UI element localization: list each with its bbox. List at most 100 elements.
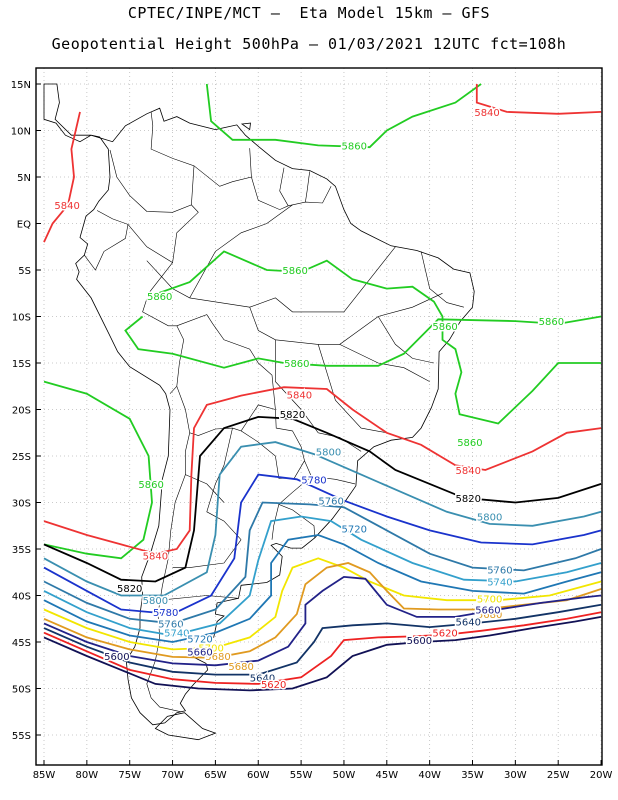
contour-label: 5620 xyxy=(261,680,286,691)
lat-tick-label: 5S xyxy=(18,266,31,277)
south-america-coastline xyxy=(43,83,475,726)
contour-label: 5820 xyxy=(455,494,480,505)
contour-label: 5720 xyxy=(187,634,212,645)
contour-label: 5740 xyxy=(164,629,189,640)
lon-tick-label: 20W xyxy=(590,770,613,781)
contour-label: 5860 xyxy=(282,266,307,277)
contour-5720 xyxy=(43,534,602,643)
contour-5860 xyxy=(43,380,153,560)
political-border xyxy=(279,167,289,206)
political-border xyxy=(159,595,239,601)
lon-tick-label: 40W xyxy=(418,770,441,781)
political-border xyxy=(378,293,443,317)
contour-label: 5660 xyxy=(475,605,500,616)
contour-5840 xyxy=(43,386,602,555)
political-border xyxy=(339,344,430,382)
lon-tick-label: 35W xyxy=(461,770,484,781)
contour-label: 5860 xyxy=(539,317,564,328)
lat-tick-label: 40S xyxy=(12,592,31,603)
political-border xyxy=(311,476,356,485)
lat-tick-label: 20S xyxy=(12,406,31,417)
contour-5860 xyxy=(157,250,602,425)
contour-5620 xyxy=(43,611,602,685)
lon-tick-label: 55W xyxy=(290,770,313,781)
lon-tick-label: 25W xyxy=(547,770,570,781)
political-border xyxy=(172,539,242,568)
contour-5840 xyxy=(475,84,602,115)
contour-label: 5600 xyxy=(407,636,432,647)
height-contours xyxy=(43,83,602,692)
lat-tick-label: 10N xyxy=(11,127,31,138)
coastlines-and-borders xyxy=(43,83,475,741)
political-border xyxy=(240,430,305,479)
contour-label: 5840 xyxy=(287,391,312,402)
contour-label: 5760 xyxy=(487,565,512,576)
contour-label: 5860 xyxy=(457,438,482,449)
contour-label: 5780 xyxy=(153,608,178,619)
lat-tick-label: 25S xyxy=(12,452,31,463)
contour-5640 xyxy=(43,603,602,676)
contour-label: 5840 xyxy=(455,466,480,477)
lat-tick-label: 50S xyxy=(12,685,31,696)
political-border xyxy=(420,251,464,308)
lat-tick-label: 35S xyxy=(12,545,31,556)
contour-label: 5600 xyxy=(104,652,129,663)
political-border xyxy=(271,504,280,540)
contour-label: 5620 xyxy=(432,629,457,640)
contour-label: 5800 xyxy=(477,512,502,523)
contour-label: 5840 xyxy=(143,552,168,563)
lat-tick-label: 5N xyxy=(17,173,31,184)
contour-label: 5680 xyxy=(205,652,230,663)
contour-label: 5820 xyxy=(280,410,305,421)
contour-label: 5700 xyxy=(477,594,502,605)
political-border xyxy=(109,149,199,263)
contour-5760 xyxy=(43,501,602,625)
political-border xyxy=(146,260,379,345)
contour-labels: 5860 5860 5860 5860 5860 5860 5860 5860 5840 5840… xyxy=(53,106,566,692)
political-border xyxy=(150,111,195,205)
lon-tick-label: 80W xyxy=(76,770,99,781)
contour-5780 xyxy=(43,473,602,616)
political-border xyxy=(176,314,276,410)
political-border xyxy=(84,210,129,271)
contour-5820 xyxy=(43,415,602,583)
contour-label: 5640 xyxy=(455,618,480,629)
contour-label: 5760 xyxy=(318,497,343,508)
contour-label: 5800 xyxy=(316,447,341,458)
contour-label: 5840 xyxy=(474,108,499,119)
contour-label: 5860 xyxy=(432,322,457,333)
contour-label: 5840 xyxy=(54,201,79,212)
lat-tick-label: 45S xyxy=(12,638,31,649)
map-subtitle: Geopotential Height 500hPa – 01/03/2021 … xyxy=(51,35,567,53)
political-border xyxy=(176,386,276,436)
contour-5800 xyxy=(43,441,602,597)
lon-tick-label: 50W xyxy=(333,770,356,781)
political-border xyxy=(193,148,252,187)
contour-label: 5860 xyxy=(342,141,367,152)
political-border xyxy=(377,316,434,364)
lon-tick-label: 30W xyxy=(504,770,527,781)
contour-5680 xyxy=(43,562,602,659)
axis-ticks: 15N 10N 5N EQ 5S 10S 15S 20S 25S 30S 35S 40S 45S 50S 5… xyxy=(11,80,613,781)
map-title: CPTEC/INPE/MCT – Eta Model 15km – GFS xyxy=(127,4,491,22)
contour-label: 5760 xyxy=(158,619,183,630)
lat-tick-label: 15N xyxy=(11,80,31,91)
lon-tick-label: 45W xyxy=(375,770,398,781)
political-border xyxy=(318,432,362,452)
political-border xyxy=(305,171,310,203)
contour-label: 5780 xyxy=(301,475,326,486)
contour-5740 xyxy=(43,515,602,637)
lat-tick-label: 55S xyxy=(12,731,31,742)
contour-label: 5700 xyxy=(198,644,223,655)
tierra-del-fuego-coastline xyxy=(154,712,217,741)
political-border xyxy=(317,344,387,434)
lon-tick-label: 75W xyxy=(118,770,141,781)
contour-5840 xyxy=(43,111,81,243)
political-border xyxy=(206,428,242,540)
political-border xyxy=(249,246,396,313)
contour-5660 xyxy=(43,575,602,667)
contour-5700 xyxy=(43,557,602,651)
lon-tick-label: 65W xyxy=(204,770,227,781)
contour-5860 xyxy=(205,83,482,149)
